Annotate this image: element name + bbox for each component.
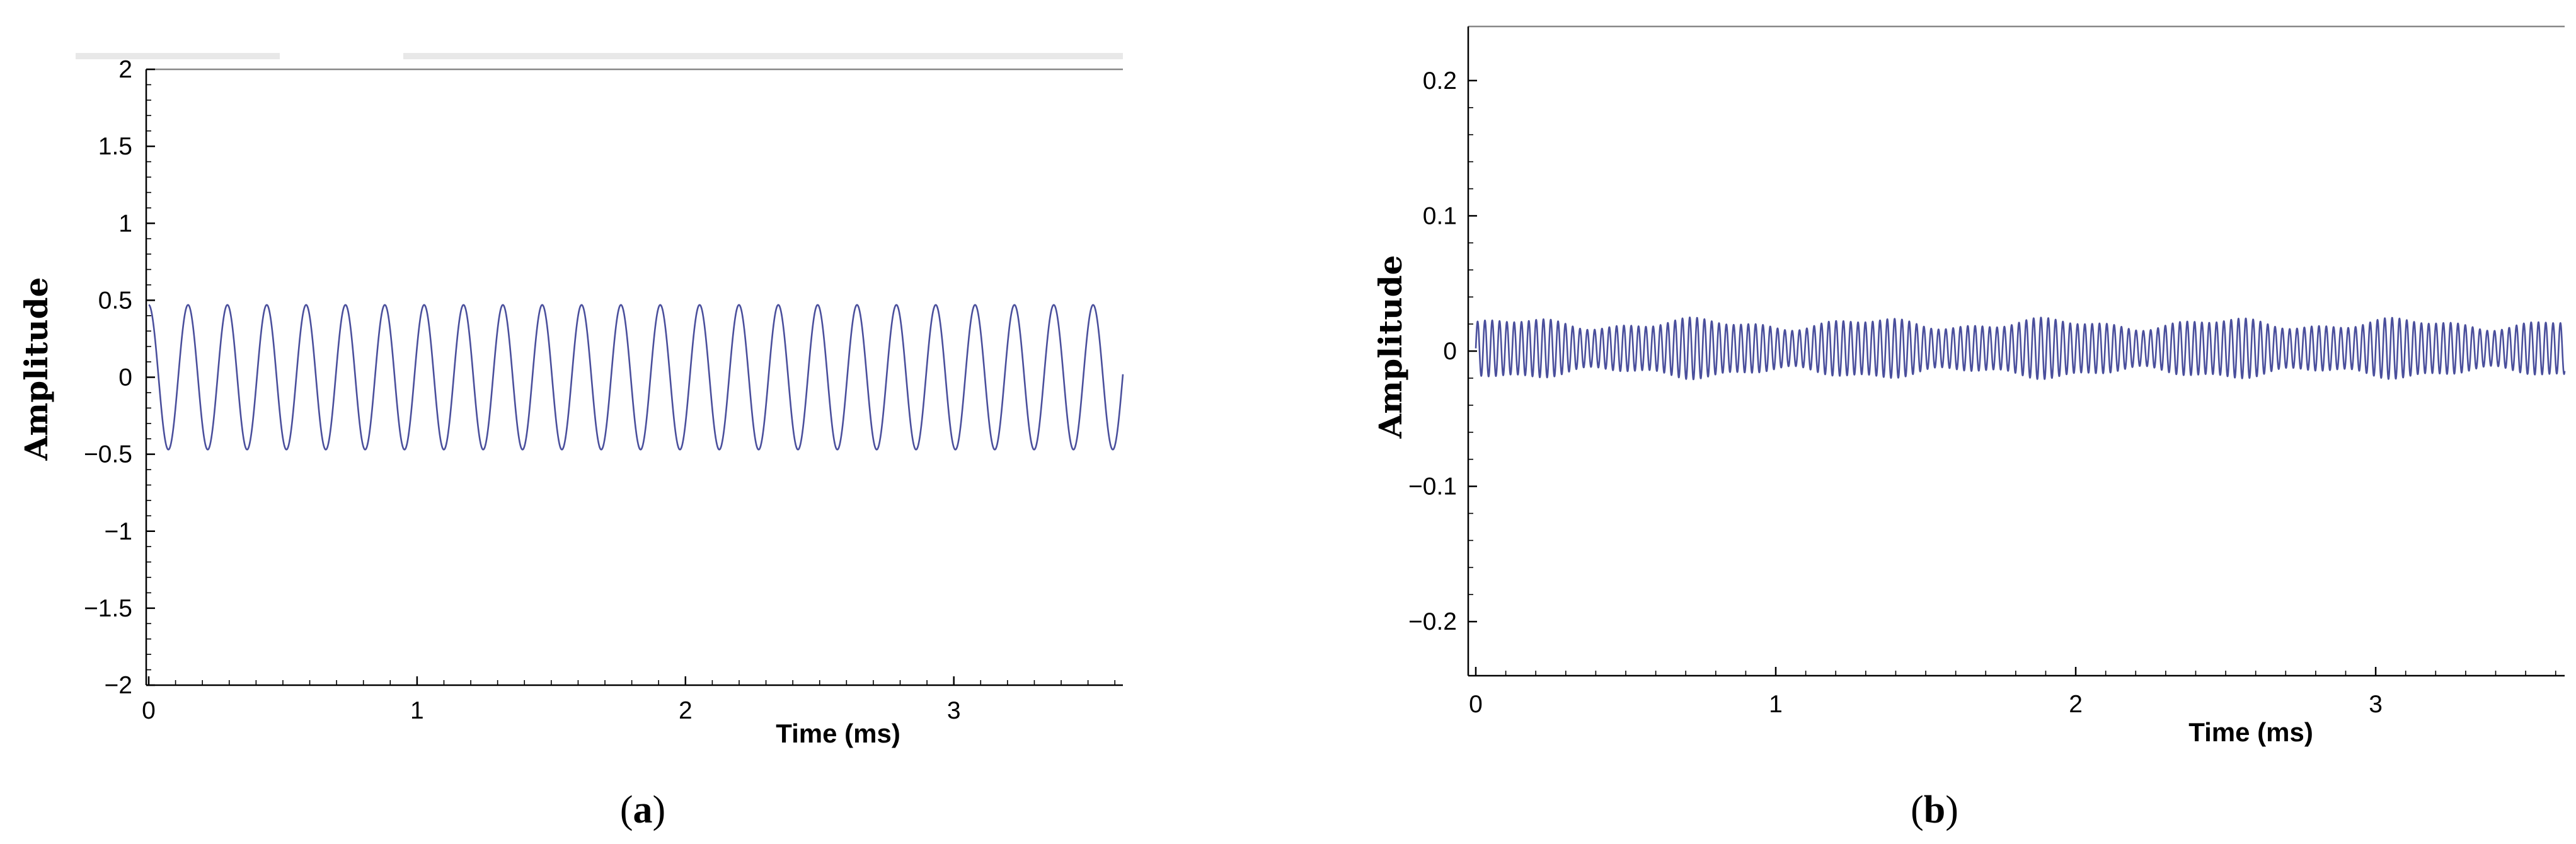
chart-a-ytick-label: 2 bbox=[118, 56, 132, 83]
chart-b-ytick-label: 0.1 bbox=[1423, 202, 1457, 229]
chart-b-ytick-label: −0.2 bbox=[1408, 608, 1457, 635]
chart-a-xtick-label: 3 bbox=[947, 697, 961, 724]
chart-b-ytick-label: −0.1 bbox=[1408, 473, 1457, 500]
chart-a-xtick-label: 2 bbox=[679, 697, 693, 724]
chart-a-ytick-label: 1 bbox=[118, 210, 132, 237]
chart-a-ylabel: Amplitude bbox=[18, 277, 55, 461]
chart-a-signal-line bbox=[148, 304, 1124, 451]
chart-b-panel-letter: b bbox=[1924, 789, 1945, 831]
chart-a-ytick-label: −0.5 bbox=[84, 441, 132, 468]
chart-b-xtick-label: 1 bbox=[1769, 691, 1783, 718]
chart-a-xtick-label: 1 bbox=[410, 697, 424, 724]
chart-a-panel-letter: a bbox=[633, 789, 653, 831]
chart-a-ytick-label: 0 bbox=[118, 364, 132, 391]
chart-b-xtick-label: 2 bbox=[2069, 691, 2083, 718]
chart-panel-b: −0.2 −0.1 0 0.1 0.2 0 1 2 3 Amplitude Time (ms)… bbox=[1372, 25, 2566, 831]
chart-b-xtick-label: 0 bbox=[1469, 691, 1483, 718]
chart-b-signal-line bbox=[1475, 316, 2566, 381]
chart-a-ytick-label: −1 bbox=[105, 518, 132, 545]
chart-a-ytick-label: 1.5 bbox=[98, 133, 132, 160]
chart-a-ytick-label: −1.5 bbox=[84, 595, 132, 622]
chart-a-top-toolbar-strip bbox=[76, 53, 280, 59]
chart-a-xlabel: Time (ms) bbox=[776, 719, 900, 748]
chart-panel-a: −2 −1.5 −1 −0.5 0 0.5 1 1.5 2 0 1 2 3 Amplitude Tim… bbox=[18, 53, 1124, 831]
chart-b-panel-label: (b) bbox=[1911, 789, 1958, 831]
chart-b-xtick-label: 3 bbox=[2369, 691, 2383, 718]
chart-a-top-toolbar-strip-right bbox=[403, 53, 1123, 59]
chart-a-panel-label: (a) bbox=[620, 789, 665, 831]
chart-a-ytick-label: −2 bbox=[105, 672, 132, 699]
chart-a-ytick-label: 0.5 bbox=[98, 287, 132, 314]
chart-b-ytick-label: 0.2 bbox=[1423, 67, 1457, 95]
chart-a-xtick-label: 0 bbox=[142, 697, 156, 724]
chart-b-ylabel: Amplitude bbox=[1372, 255, 1409, 439]
chart-b-xlabel: Time (ms) bbox=[2188, 717, 2313, 747]
chart-b-ytick-label: 0 bbox=[1443, 338, 1457, 365]
